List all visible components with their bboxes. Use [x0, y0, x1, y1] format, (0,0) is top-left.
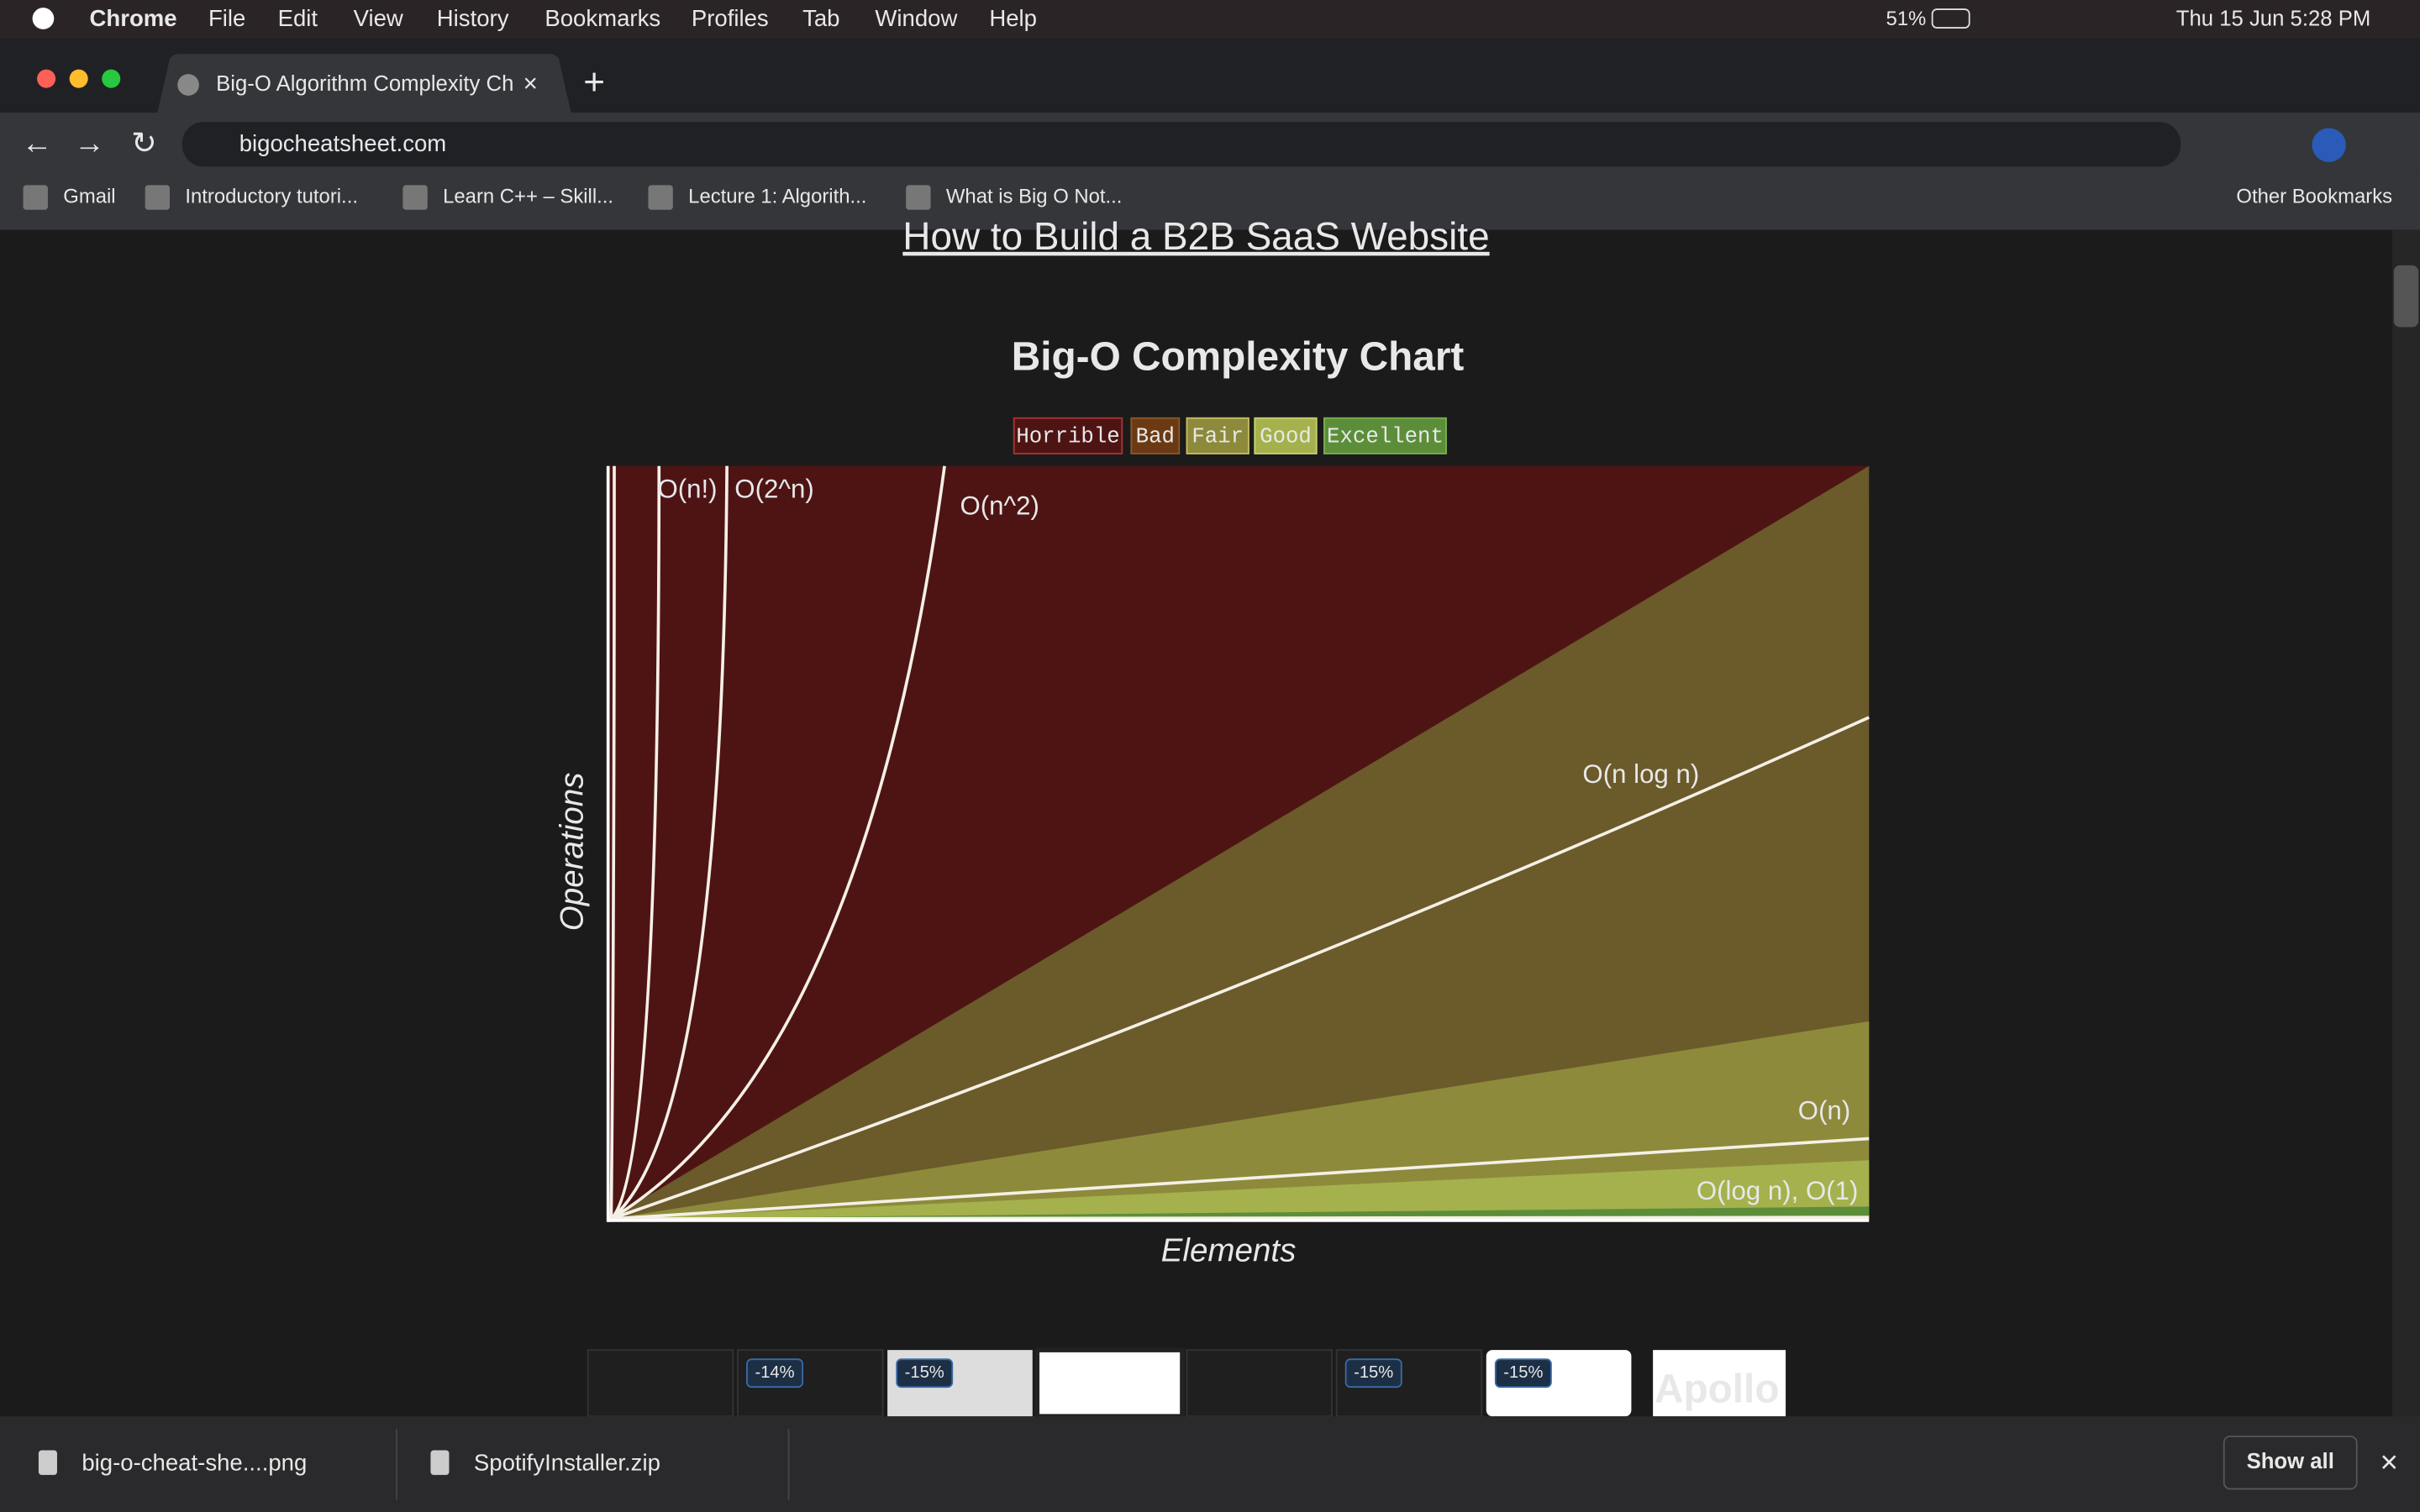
url: bigocheatsheet.com	[239, 130, 447, 156]
discount-badge	[896, 1358, 954, 1389]
battery[interactable]: 51%	[1886, 8, 1926, 30]
discount-label: -15%	[905, 1363, 944, 1382]
curve	[610, 465, 661, 1221]
address-bar[interactable]	[182, 122, 2181, 167]
curve	[611, 1215, 1870, 1221]
show-all-button[interactable]	[2223, 1436, 2358, 1490]
legend-swatch	[1013, 417, 1123, 454]
article-link[interactable]: How to Build a B2B SaaS Website	[902, 214, 1489, 258]
legend-swatch	[1130, 417, 1181, 454]
x-axis-label: Elements	[1161, 1233, 1297, 1269]
menu-item[interactable]: Profiles	[692, 5, 769, 31]
legend-label: Horrible	[1016, 425, 1119, 449]
curve-label: O(log n), O(1)	[1697, 1176, 1859, 1205]
downloads-bar	[0, 1416, 2420, 1512]
bad-region	[609, 465, 1870, 1220]
ad-item[interactable]	[1653, 1350, 1786, 1417]
curve-label: O(2^n)	[734, 474, 813, 503]
legend-swatch	[1323, 417, 1447, 454]
bookmark[interactable]: Lecture 1: Algorith...	[688, 185, 866, 207]
scroll-thumb[interactable]	[2393, 265, 2419, 328]
active-tab[interactable]	[157, 54, 571, 113]
curve-label: O(n log n)	[1582, 759, 1699, 789]
ad-item[interactable]	[587, 1349, 734, 1418]
ad-strip	[587, 1347, 1786, 1419]
download-file[interactable]: big-o-cheat-she....png	[82, 1449, 307, 1475]
discount-label: -15%	[1354, 1363, 1393, 1382]
scrollbar	[2391, 229, 2420, 1417]
fair-region	[609, 1021, 1870, 1220]
curve	[609, 465, 616, 1220]
menu-item[interactable]: Bookmarks	[544, 5, 660, 31]
download-file[interactable]: SpotifyInstaller.zip	[474, 1449, 660, 1475]
clock[interactable]: Thu 15 Jun 5:28 PM	[2176, 8, 2370, 31]
curve	[610, 465, 729, 1221]
complexity-plot	[606, 465, 1870, 1222]
menu-item[interactable]: Window	[875, 5, 957, 31]
battery-icon	[1931, 8, 1970, 29]
bookmark-icon	[648, 185, 673, 210]
chart-title: Big-O Complexity Chart	[1012, 335, 1465, 380]
good-region	[609, 1160, 1870, 1220]
legend-swatch	[1186, 417, 1249, 454]
show-all[interactable]: Show all	[2247, 1450, 2334, 1473]
new-tab[interactable]: +	[583, 62, 605, 103]
bookmark-icon	[145, 185, 171, 210]
tab-title: Big-O Algorithm Complexity Ch	[216, 72, 513, 96]
ad-item[interactable]	[1186, 1349, 1334, 1418]
tab-close[interactable]: ×	[523, 70, 538, 97]
menu-item[interactable]: View	[354, 5, 403, 31]
legend-label: Excellent	[1327, 425, 1444, 449]
zoom-window[interactable]	[102, 69, 121, 88]
curve	[610, 465, 946, 1221]
ad-brand[interactable]: Apollo	[1655, 1367, 1780, 1411]
bookmark[interactable]: Learn C++ – Skill...	[443, 185, 613, 207]
curve-label: O(n)	[1798, 1096, 1850, 1126]
menu-item[interactable]: Help	[989, 5, 1037, 31]
forward-button[interactable]: →	[74, 125, 105, 160]
profile-button[interactable]	[2312, 128, 2346, 162]
curve-label: O(n^2)	[960, 491, 1039, 521]
y-axis-label: Operations	[554, 773, 590, 932]
legend-label: Good	[1260, 425, 1312, 449]
curve	[610, 716, 1870, 1221]
minimize-window[interactable]	[69, 69, 88, 88]
close-downloads[interactable]: ×	[2381, 1445, 2398, 1479]
bookmark-icon	[906, 185, 931, 210]
reload-button[interactable]: ↻	[131, 125, 157, 160]
bookmark[interactable]: Gmail	[63, 185, 115, 207]
app-name[interactable]: Chrome	[90, 5, 177, 31]
apple-menu[interactable]	[32, 8, 55, 29]
back-button[interactable]: ←	[22, 125, 53, 160]
discount-label: -15%	[1503, 1363, 1543, 1382]
bookmark[interactable]: Introductory tutori...	[185, 185, 358, 207]
curve-label: O(n!)	[657, 474, 717, 503]
close-window[interactable]	[37, 69, 56, 88]
bookmark[interactable]: What is Big O Not...	[946, 185, 1123, 207]
bookmark-icon	[23, 185, 48, 210]
menu-item[interactable]: Edit	[278, 5, 318, 31]
discount-badge	[1494, 1358, 1552, 1389]
file-icon	[38, 1450, 57, 1475]
legend-label: Fair	[1192, 425, 1244, 449]
bookmark-icon	[402, 185, 428, 210]
menu-item[interactable]: Tab	[802, 5, 839, 31]
tab-favicon	[177, 74, 199, 96]
excellent-region	[609, 1206, 1870, 1220]
menubar	[0, 0, 2420, 39]
discount-badge	[1344, 1358, 1402, 1389]
ad-item[interactable]	[1034, 1347, 1185, 1419]
curve	[611, 1137, 1870, 1221]
legend-label: Bad	[1136, 425, 1175, 449]
file-icon	[430, 1450, 450, 1475]
menu-item[interactable]: History	[437, 5, 509, 31]
discount-badge	[746, 1358, 804, 1389]
menu-item[interactable]: File	[208, 5, 245, 31]
legend-swatch	[1254, 417, 1318, 454]
discount-label: -14%	[755, 1363, 794, 1382]
other-bookmarks[interactable]: Other Bookmarks	[2236, 185, 2392, 207]
